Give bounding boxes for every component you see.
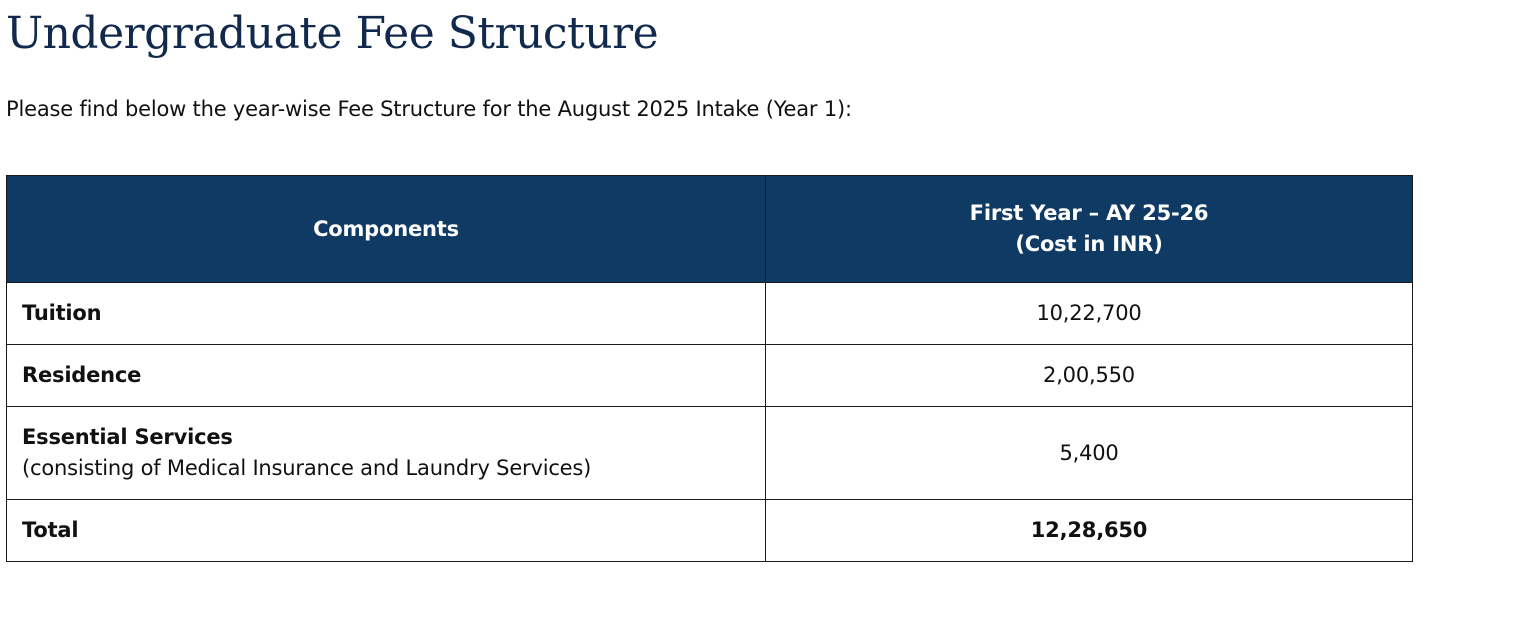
- total-label: Total: [6, 499, 766, 562]
- row-label-tuition: Tuition: [6, 282, 766, 345]
- row-note-essential-services: (consisting of Medical Insurance and Lau…: [22, 456, 592, 480]
- row-value-residence: 2,00,550: [765, 344, 1413, 407]
- fee-table: Components First Year – AY 25-26 (Cost i…: [6, 175, 1413, 562]
- header-year-line2: (Cost in INR): [1015, 232, 1163, 256]
- table-row: Residence 2,00,550: [6, 344, 1413, 407]
- page-title: Undergraduate Fee Structure: [6, 8, 659, 59]
- intro-text: Please find below the year-wise Fee Stru…: [6, 97, 852, 121]
- row-cell-essential-services: Essential Services (consisting of Medica…: [6, 406, 766, 500]
- total-value: 12,28,650: [765, 499, 1413, 562]
- table-total-row: Total 12,28,650: [6, 499, 1413, 562]
- row-value-tuition: 10,22,700: [765, 282, 1413, 345]
- row-label-residence: Residence: [6, 344, 766, 407]
- table-header-row: Components First Year – AY 25-26 (Cost i…: [6, 175, 1413, 283]
- header-components: Components: [6, 175, 766, 283]
- header-first-year: First Year – AY 25-26 (Cost in INR): [765, 175, 1413, 283]
- header-year-line1: First Year – AY 25-26: [969, 201, 1209, 225]
- row-value-essential-services: 5,400: [765, 406, 1413, 500]
- table-row: Tuition 10,22,700: [6, 282, 1413, 345]
- row-label-essential-services: Essential Services: [22, 425, 233, 449]
- table-row: Essential Services (consisting of Medica…: [6, 406, 1413, 500]
